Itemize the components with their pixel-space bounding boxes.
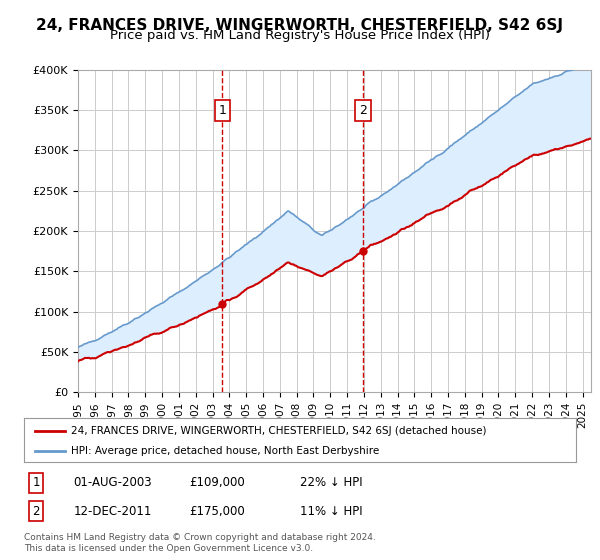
- Text: 11% ↓ HPI: 11% ↓ HPI: [300, 505, 362, 517]
- Text: 22% ↓ HPI: 22% ↓ HPI: [300, 477, 362, 489]
- Text: 1: 1: [218, 104, 226, 116]
- Text: 1: 1: [32, 477, 40, 489]
- Text: 01-AUG-2003: 01-AUG-2003: [74, 477, 152, 489]
- Text: 12-DEC-2011: 12-DEC-2011: [74, 505, 152, 517]
- Text: 2: 2: [359, 104, 367, 116]
- Text: £175,000: £175,000: [190, 505, 245, 517]
- Text: Contains HM Land Registry data © Crown copyright and database right 2024.
This d: Contains HM Land Registry data © Crown c…: [24, 533, 376, 553]
- Text: 24, FRANCES DRIVE, WINGERWORTH, CHESTERFIELD, S42 6SJ (detached house): 24, FRANCES DRIVE, WINGERWORTH, CHESTERF…: [71, 426, 487, 436]
- Text: Price paid vs. HM Land Registry's House Price Index (HPI): Price paid vs. HM Land Registry's House …: [110, 29, 490, 42]
- Text: 24, FRANCES DRIVE, WINGERWORTH, CHESTERFIELD, S42 6SJ: 24, FRANCES DRIVE, WINGERWORTH, CHESTERF…: [37, 18, 563, 33]
- Text: HPI: Average price, detached house, North East Derbyshire: HPI: Average price, detached house, Nort…: [71, 446, 379, 456]
- Text: £109,000: £109,000: [190, 477, 245, 489]
- Text: 2: 2: [32, 505, 40, 517]
